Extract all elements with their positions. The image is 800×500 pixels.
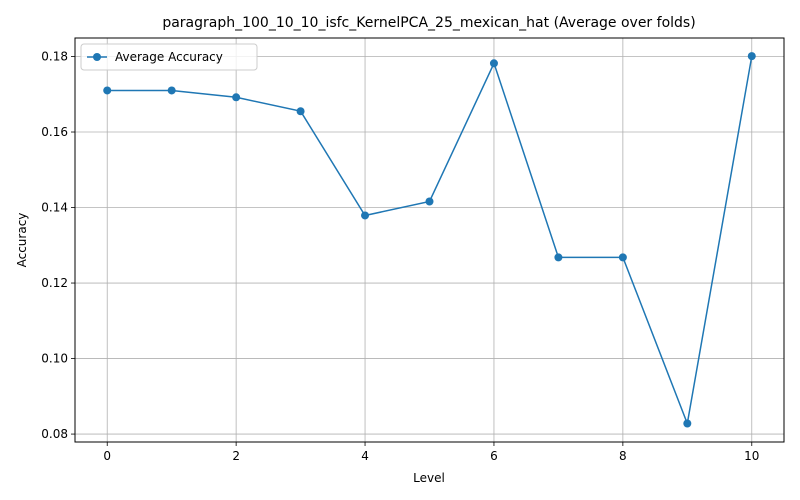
y-tick-label: 0.10 <box>41 352 68 366</box>
legend: Average Accuracy <box>80 43 258 71</box>
plot-area-frame <box>74 37 785 443</box>
data-point <box>747 52 756 61</box>
legend-marker-swatch <box>93 53 101 61</box>
y-tick-label: 0.14 <box>41 201 68 215</box>
x-tick-label: 8 <box>619 449 627 463</box>
data-point <box>232 93 241 102</box>
legend-box <box>80 43 258 71</box>
x-tick-label: 6 <box>490 449 498 463</box>
data-point <box>554 253 563 262</box>
y-tick-label: 0.08 <box>41 427 68 441</box>
x-tick-label: 10 <box>744 449 759 463</box>
data-point <box>167 86 176 95</box>
x-tick-label: 0 <box>103 449 111 463</box>
data-point <box>683 419 692 428</box>
data-point <box>618 253 627 262</box>
y-tick-label: 0.12 <box>41 276 68 290</box>
legend-entry-average-accuracy: Average Accuracy <box>115 50 223 64</box>
y-tick-label: 0.16 <box>41 125 68 139</box>
data-point <box>425 197 434 206</box>
chart-title: paragraph_100_10_10_isfc_KernelPCA_25_me… <box>162 15 695 31</box>
data-point <box>361 211 370 220</box>
y-axis-ticks: 0.08 0.10 0.12 0.14 0.16 0.18 <box>41 50 75 441</box>
x-axis-label: Level <box>413 471 445 485</box>
x-tick-label: 2 <box>232 449 240 463</box>
data-point <box>489 59 498 68</box>
data-point <box>103 86 112 95</box>
data-point <box>296 107 305 116</box>
y-tick-label: 0.18 <box>41 50 68 64</box>
x-axis-ticks: 0 2 4 6 8 10 <box>103 442 759 463</box>
series-layer <box>103 52 756 428</box>
x-tick-label: 4 <box>361 449 369 463</box>
y-axis-label: Accuracy <box>15 213 29 268</box>
